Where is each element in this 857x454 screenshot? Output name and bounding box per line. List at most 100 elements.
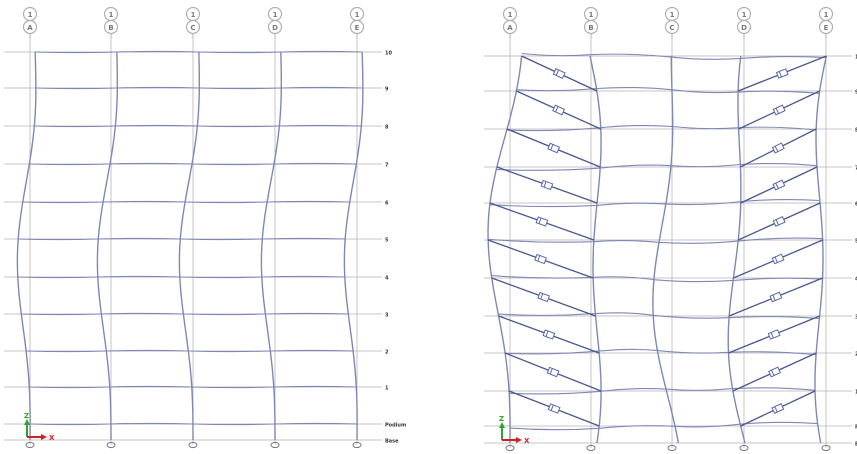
- grid-bubble-letter: E: [355, 24, 360, 32]
- grid-bubble-letter: C: [190, 24, 195, 32]
- damper-body: [772, 216, 786, 227]
- damper-body: [769, 291, 783, 303]
- damper-piston: [775, 107, 780, 114]
- story-label: 4: [385, 276, 389, 282]
- deformed-beam: [496, 162, 818, 171]
- viscous-damper-symbol: [772, 216, 786, 227]
- deformed-beam: [17, 275, 345, 279]
- deformed-beam: [35, 50, 363, 54]
- damper-piston: [540, 293, 544, 300]
- damper-body: [767, 329, 781, 340]
- viscous-damper-symbol: [771, 253, 785, 265]
- grid-bubble-letter: E: [824, 24, 829, 32]
- grid-bubble-letter: B: [588, 24, 593, 32]
- axis-x-arrowhead: [516, 437, 522, 443]
- deformed-beam: [30, 422, 358, 426]
- support-symbol: [352, 441, 362, 449]
- damper-body: [542, 329, 556, 340]
- damper-piston: [543, 181, 547, 188]
- story-label: 6: [385, 201, 389, 207]
- grid-bubble-bottom: [664, 19, 680, 35]
- deformed-beam: [507, 124, 817, 132]
- story-label: 8: [385, 125, 389, 131]
- story-label: 4: [855, 277, 857, 283]
- viscous-damper-symbol: [771, 142, 785, 154]
- deformed-column: [814, 55, 828, 444]
- grid-bubble-bottom: [818, 19, 834, 35]
- deformed-column: [487, 55, 523, 444]
- story-label: 9: [385, 87, 389, 93]
- deformed-column: [96, 51, 119, 441]
- viscous-damper-symbol: [535, 216, 549, 227]
- deformed-beam: [489, 198, 821, 208]
- deformed-beam: [516, 86, 820, 95]
- damper-piston: [774, 145, 779, 152]
- axis-z-arrowhead: [24, 419, 30, 425]
- grid-bubble-bottom: [502, 19, 518, 35]
- damper-piston: [775, 182, 779, 189]
- story-label: Base: [855, 442, 857, 448]
- damper-piston: [770, 332, 774, 339]
- elevation-view-braced-dampers: 1 A 1 B 1 C 1 D 1 E Base Podium 1 2 3 4 5 6 7 8 9 10 Z X: [484, 6, 857, 452]
- deformed-beam: [18, 237, 346, 241]
- damper-piston: [774, 256, 778, 263]
- grid-bubble-number: 1: [508, 11, 513, 19]
- damper-piston: [538, 217, 542, 224]
- grid-bubble-bottom: [185, 19, 201, 35]
- grid-bubble-number: 1: [742, 11, 747, 19]
- damper-body: [772, 104, 786, 116]
- grid-bubble-letter: A: [27, 24, 33, 32]
- axis-x-arrowhead: [41, 434, 47, 440]
- viscous-damper-symbol: [534, 253, 547, 265]
- viscous-damper-symbol: [547, 403, 561, 414]
- deformed-beam: [35, 86, 363, 90]
- viscous-damper-symbol: [771, 402, 785, 415]
- story-label: 10: [385, 51, 392, 57]
- grid-bubble-bottom: [267, 19, 283, 35]
- damper-body: [552, 68, 566, 79]
- axis-x-label: X: [524, 437, 530, 445]
- deformed-column: [589, 55, 602, 444]
- damper-piston: [550, 144, 554, 151]
- grid-bubble-number: 1: [28, 11, 33, 19]
- deformed-beam: [491, 275, 823, 283]
- support-symbol: [25, 441, 35, 449]
- story-label: 3: [855, 315, 857, 321]
- support-symbol: [739, 444, 749, 452]
- story-label: Podium: [855, 425, 857, 431]
- deformed-beam: [509, 387, 816, 395]
- damper-body: [768, 366, 782, 378]
- story-label: 7: [385, 163, 389, 169]
- damper-body: [772, 179, 786, 191]
- deformed-beam: [29, 162, 357, 166]
- deformed-beam: [29, 385, 357, 389]
- story-label: 1: [855, 390, 857, 396]
- story-label: 2: [385, 350, 389, 356]
- story-label: 3: [385, 313, 389, 319]
- grid-bubble-letter: A: [507, 24, 513, 32]
- viscous-damper-symbol: [546, 366, 560, 378]
- damper-piston: [772, 294, 776, 301]
- grid-bubble-letter: B: [108, 24, 113, 32]
- damper-body: [535, 216, 549, 227]
- story-label: 5: [855, 239, 857, 245]
- axis-z-arrowhead: [499, 422, 505, 428]
- grid-bubble-number: 1: [191, 11, 196, 19]
- support-symbol: [270, 441, 280, 449]
- viscous-damper-symbol: [537, 291, 551, 303]
- viscous-damper-symbol: [772, 179, 786, 191]
- support-symbol: [505, 444, 515, 452]
- story-label: Podium: [385, 423, 406, 429]
- story-label: 7: [855, 166, 857, 172]
- support-symbol: [586, 444, 596, 452]
- story-label: Base: [385, 439, 399, 445]
- damper-body: [775, 68, 789, 79]
- damper-piston: [771, 369, 775, 376]
- grid-bubble-number: 1: [824, 11, 829, 19]
- support-symbol: [667, 444, 677, 452]
- damper-body: [771, 142, 785, 154]
- deformed-beam: [21, 312, 349, 316]
- deformed-beam: [26, 349, 354, 353]
- damper-body: [552, 104, 566, 116]
- grid-bubble-bottom: [22, 19, 38, 35]
